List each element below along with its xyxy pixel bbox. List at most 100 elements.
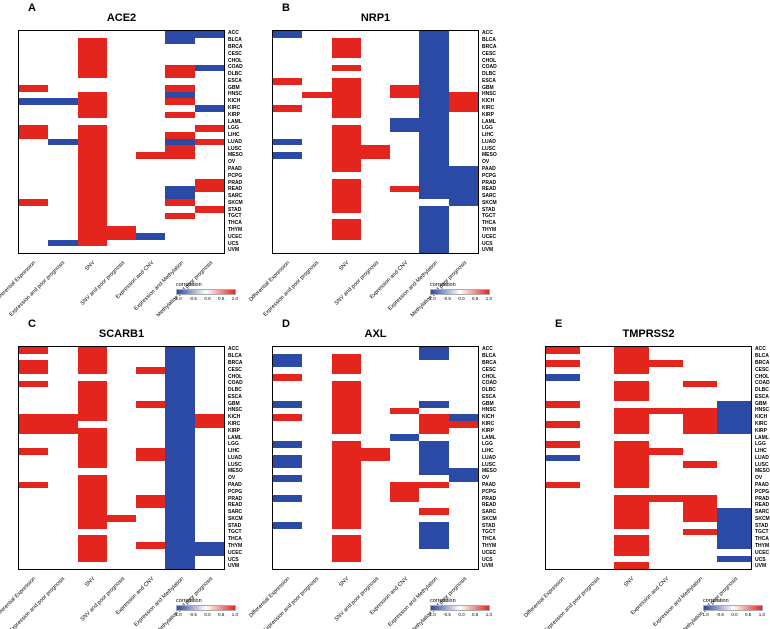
heatmap-cell [106, 212, 137, 220]
heatmap-cell [360, 44, 391, 52]
heatmap-cell [682, 521, 717, 529]
heatmap-cell [165, 44, 195, 52]
row-labels: ACC BLCA BRCA CESC CHOL COAD DLBC ESCA GBM HNSC KI… [228, 346, 243, 570]
heatmap-cell [360, 239, 391, 247]
heatmap-cell [19, 98, 49, 105]
heatmap-cell [19, 44, 49, 52]
heatmap-cell [419, 219, 449, 227]
colorbar-tick: 0.0 [731, 612, 738, 617]
row-labels: ACC BLCA BRCA CESC CHOL COAD DLBC ESCA GBM HNSC KI… [482, 346, 497, 570]
row-label: LUAD [482, 454, 496, 461]
heatmap-cell [448, 212, 478, 220]
heatmap-cell [302, 387, 332, 395]
heatmap-cell [136, 367, 166, 374]
heatmap-cell [48, 165, 78, 173]
heatmap-cell [77, 192, 107, 200]
heatmap-cell [136, 178, 166, 186]
heatmap-cell [19, 373, 49, 381]
row-label: PAAD [482, 482, 496, 489]
heatmap-cell [302, 138, 332, 146]
heatmap-cell [716, 427, 751, 435]
heatmap-cell [390, 78, 420, 85]
row-label: STAD [228, 206, 242, 213]
heatmap-cell [648, 515, 683, 522]
heatmap-cell [360, 501, 391, 509]
heatmap-cell [106, 185, 137, 193]
heatmap-cell [136, 205, 166, 213]
row-label: THCA [482, 536, 496, 543]
heatmap-cell [194, 219, 224, 227]
heatmap-cell [419, 555, 449, 563]
row-label: DLBC [482, 71, 496, 78]
heatmap-cell [136, 461, 166, 469]
heatmap-cell [419, 474, 449, 482]
heatmap-cell [302, 468, 332, 475]
heatmap-cell [448, 501, 478, 509]
heatmap-cell [448, 367, 478, 374]
heatmap-cell [390, 407, 420, 415]
heatmap-cell [546, 481, 581, 489]
colorbar-label: correlation [430, 282, 456, 288]
heatmap-cell [48, 232, 78, 240]
heatmap-cell [273, 152, 303, 159]
heatmap-cell [19, 521, 49, 529]
heatmap-cell [19, 494, 49, 502]
heatmap-cell [448, 380, 478, 388]
row-label: PRAD [228, 495, 243, 502]
heatmap-cell [682, 353, 717, 361]
heatmap-cell [77, 232, 107, 240]
heatmap-cell [331, 474, 361, 482]
heatmap-cell [194, 447, 224, 455]
row-label: MESO [482, 152, 497, 159]
heatmap-cell [580, 542, 615, 549]
heatmap-cell [273, 414, 303, 421]
heatmap-cell [716, 521, 751, 529]
heatmap-cell [48, 205, 78, 213]
heatmap-cell [194, 542, 224, 549]
row-label: COAD [228, 64, 243, 71]
row-label: PCPG [228, 488, 243, 495]
heatmap-cell [419, 98, 449, 105]
heatmap-cell [546, 447, 581, 455]
heatmap-cell [419, 521, 449, 529]
heatmap-cell [136, 71, 166, 79]
heatmap-cell [546, 454, 581, 462]
row-label: CESC [755, 366, 769, 373]
heatmap-cell [546, 494, 581, 502]
heatmap-cell [419, 515, 449, 522]
heatmap-cell [77, 185, 107, 193]
heatmap-cell [448, 199, 478, 206]
heatmap-cell [136, 515, 166, 522]
heatmap-cell [448, 515, 478, 522]
heatmap-cell [331, 488, 361, 495]
heatmap-cell [77, 145, 107, 153]
heatmap-cell [448, 111, 478, 119]
heatmap-cell [165, 400, 195, 408]
heatmap-cell [273, 367, 303, 374]
heatmap-cell [136, 51, 166, 58]
heatmap-cell [448, 98, 478, 105]
heatmap-cell [360, 555, 391, 563]
heatmap-cell [716, 535, 751, 543]
heatmap-cell [331, 152, 361, 159]
heatmap-cell [194, 501, 224, 509]
row-label: UCEC [228, 233, 243, 240]
heatmap-cell [165, 380, 195, 388]
heatmap-cell [448, 64, 478, 72]
heatmap-cell [48, 98, 78, 105]
heatmap-cell [273, 91, 303, 99]
row-label: CESC [482, 50, 496, 57]
heatmap-cell [580, 474, 615, 482]
heatmap-cell [194, 111, 224, 119]
heatmap-cell [716, 555, 751, 563]
heatmap-cell [165, 468, 195, 475]
heatmap-cell [165, 501, 195, 509]
colorbar-gradient [176, 289, 236, 295]
heatmap-cell [580, 494, 615, 502]
heatmap-cell [390, 394, 420, 401]
heatmap-cell [648, 387, 683, 395]
heatmap-cell [48, 31, 78, 38]
colorbar-tick: -1.0 [701, 612, 709, 617]
row-label: UVM [482, 247, 494, 254]
heatmap-cell [19, 441, 49, 448]
